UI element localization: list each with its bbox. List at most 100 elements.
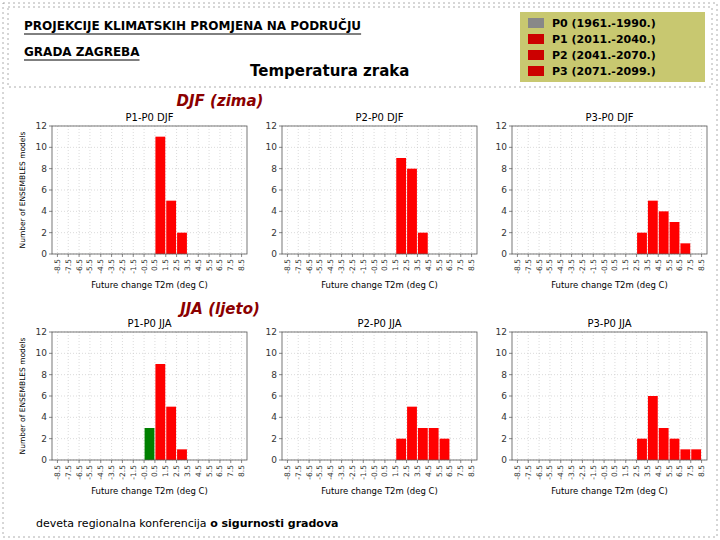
- grid-line: [52, 211, 247, 212]
- tick-label: 1.5: [161, 259, 170, 271]
- tick: [517, 460, 518, 463]
- grid-line: [319, 126, 320, 254]
- tick-label: -3.5: [337, 259, 346, 274]
- grid-line: [512, 168, 707, 169]
- tick-label: 3.5: [643, 465, 652, 477]
- tick-label: 0: [271, 455, 277, 465]
- grid-line: [593, 332, 594, 460]
- tick: [209, 460, 210, 463]
- tick-label: 4: [41, 412, 47, 422]
- tick-label: 8.5: [237, 259, 246, 271]
- tick-label: 3.5: [413, 465, 422, 477]
- tick: [374, 254, 375, 257]
- grid-line: [282, 211, 477, 212]
- panel: 024681012-8.5-7.5-6.5-5.5-4.5-3.5-2.5-1.…: [266, 112, 477, 290]
- tick-label: -3.5: [107, 465, 116, 480]
- tick: [309, 460, 310, 463]
- grid-line: [517, 126, 518, 254]
- tick-label: 1.5: [391, 259, 400, 271]
- tick-label: 4.5: [424, 465, 433, 477]
- grid-line: [384, 126, 385, 254]
- grid-line: [690, 332, 691, 460]
- tick-label: 2: [271, 434, 277, 444]
- grid-line: [374, 332, 375, 460]
- tick: [279, 254, 282, 255]
- tick-label: 5.5: [665, 259, 674, 271]
- tick: [625, 460, 626, 463]
- grid-line: [549, 126, 550, 254]
- grid-line: [395, 126, 396, 254]
- grid-line: [406, 126, 407, 254]
- tick: [319, 460, 320, 463]
- grid-line: [512, 190, 707, 191]
- grid-line: [428, 332, 429, 460]
- tick-label: 12: [266, 327, 277, 337]
- tick: [363, 254, 364, 257]
- tick-label: 8.5: [237, 465, 246, 477]
- tick-label: 2: [271, 228, 277, 238]
- tick-label: -4.5: [556, 259, 565, 274]
- tick-label: -3.5: [107, 259, 116, 274]
- footer-text: o sigurnosti gradova: [210, 517, 338, 530]
- tick-label: 4: [501, 412, 507, 422]
- tick: [614, 460, 615, 463]
- tick: [636, 460, 637, 463]
- grid-line: [669, 332, 670, 460]
- tick-label: 8: [41, 164, 47, 174]
- tick: [679, 254, 680, 257]
- tick-label: -6.5: [535, 465, 544, 480]
- tick-label: -8.5: [513, 259, 522, 274]
- tick: [49, 332, 52, 333]
- tick: [363, 460, 364, 463]
- bar: [648, 201, 658, 254]
- grid-line: [512, 211, 707, 212]
- footer-text: eveta regionalna konferencija: [43, 517, 210, 530]
- grid-line: [679, 126, 680, 254]
- tick-label: 1.5: [391, 465, 400, 477]
- grid-line: [176, 126, 177, 254]
- tick-label: -4.5: [96, 465, 105, 480]
- tick-label: 6.5: [445, 259, 454, 271]
- tick-label: 8.5: [467, 259, 476, 271]
- axis-label: Future change T2m (deg C): [321, 486, 438, 496]
- grid-line: [571, 332, 572, 460]
- tick: [68, 460, 69, 463]
- tick-label: -5.5: [85, 465, 94, 480]
- plot-area: [52, 126, 247, 254]
- tick-label: 10: [496, 142, 508, 152]
- legend-background: [520, 12, 705, 82]
- tick-label: -6.5: [535, 259, 544, 274]
- grid-line: [512, 353, 707, 354]
- tick: [647, 254, 648, 257]
- tick: [111, 460, 112, 463]
- grid-line: [133, 332, 134, 460]
- tick: [509, 126, 512, 127]
- grid-line: [230, 126, 231, 254]
- grid-line: [52, 147, 247, 148]
- grid-line: [384, 332, 385, 460]
- title: GRADA ZAGREBA: [24, 45, 140, 59]
- title-underline: [24, 60, 140, 61]
- tick: [279, 211, 282, 212]
- tick: [49, 126, 52, 127]
- tick-label: 6.5: [675, 465, 684, 477]
- tick-label: 0.5: [610, 259, 619, 271]
- axis-label: Future change T2m (deg C): [91, 486, 208, 496]
- grid-line: [625, 126, 626, 254]
- footer-text: d: [36, 517, 43, 530]
- panel: 024681012-8.5-7.5-6.5-5.5-4.5-3.5-2.5-1.…: [496, 112, 707, 290]
- tick-label: 4.5: [654, 259, 663, 271]
- tick: [49, 232, 52, 233]
- tick: [658, 460, 659, 463]
- grid-line: [625, 332, 626, 460]
- tick: [49, 374, 52, 375]
- tick: [593, 254, 594, 257]
- tick-label: -1.5: [359, 259, 368, 274]
- tick: [176, 460, 177, 463]
- tick: [287, 254, 288, 257]
- grid-line: [68, 332, 69, 460]
- tick: [279, 438, 282, 439]
- grid-line: [52, 396, 247, 397]
- plot-frame: [52, 126, 247, 254]
- bars: [637, 201, 690, 254]
